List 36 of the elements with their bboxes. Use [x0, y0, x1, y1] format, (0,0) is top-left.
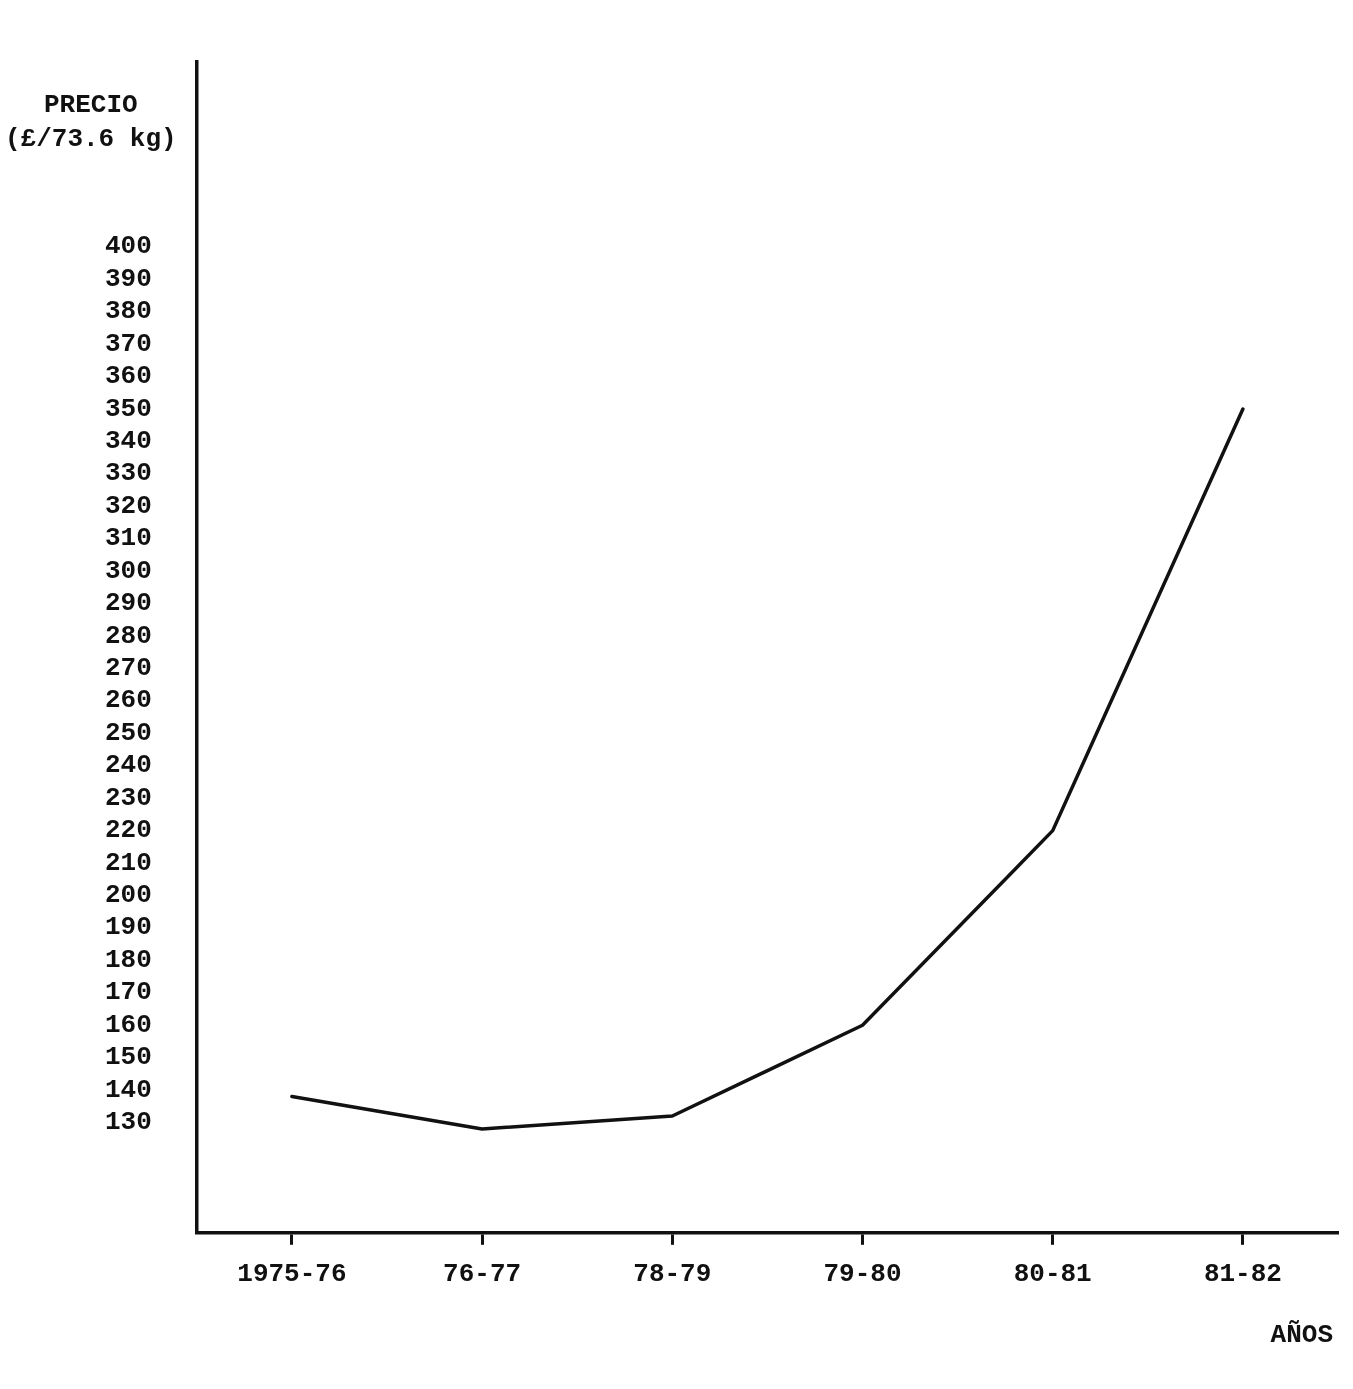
x-tick-label: 81-82	[1203, 1258, 1282, 1289]
y-tick-label: 240	[105, 750, 152, 781]
x-tick-label: 80-81	[1013, 1258, 1092, 1289]
y-tick-label: 370	[105, 328, 152, 359]
y-tick-label: 260	[105, 685, 152, 716]
y-tick-label: 340	[105, 426, 152, 456]
y-tick-label: 150	[105, 1042, 152, 1073]
y-tick-label: 310	[105, 523, 152, 554]
y-axis-title: PRECIO (£/73.6 kg)	[5, 89, 177, 156]
y-tick-label: 190	[105, 912, 152, 943]
y-tick-label: 320	[105, 490, 152, 521]
y-tick-label: 280	[105, 620, 152, 651]
y-tick-label: 360	[105, 361, 152, 392]
y-tick-label: 230	[105, 782, 152, 813]
y-tick-label: 140	[105, 1074, 152, 1105]
x-tick-label: 79-80	[823, 1258, 902, 1289]
x-axis-title: AÑOS	[1270, 1320, 1333, 1350]
y-tick-label: 300	[105, 555, 152, 586]
x-tick-label: 78-79	[633, 1258, 712, 1289]
x-tick-label: 76-77	[443, 1258, 522, 1289]
y-tick-label: 290	[105, 588, 152, 619]
y-tick-label: 200	[105, 880, 152, 911]
y-tick-label: 350	[105, 393, 152, 424]
y-tick-label: 270	[105, 653, 152, 684]
y-tick-label: 400	[105, 231, 152, 262]
y-tick-label: 220	[105, 815, 152, 846]
y-tick-label: 380	[105, 296, 152, 327]
x-tick-label: 1975-76	[237, 1258, 347, 1289]
y-tick-label: 180	[105, 944, 152, 975]
y-tick-label: 160	[105, 1009, 152, 1040]
y-tick-label: 210	[105, 847, 152, 878]
y-tick-label: 390	[105, 263, 152, 294]
y-tick-label: 250	[105, 717, 152, 748]
y-tick-label: 130	[105, 1107, 152, 1138]
y-tick-label: 330	[105, 458, 152, 489]
y-tick-label: 170	[105, 977, 152, 1008]
